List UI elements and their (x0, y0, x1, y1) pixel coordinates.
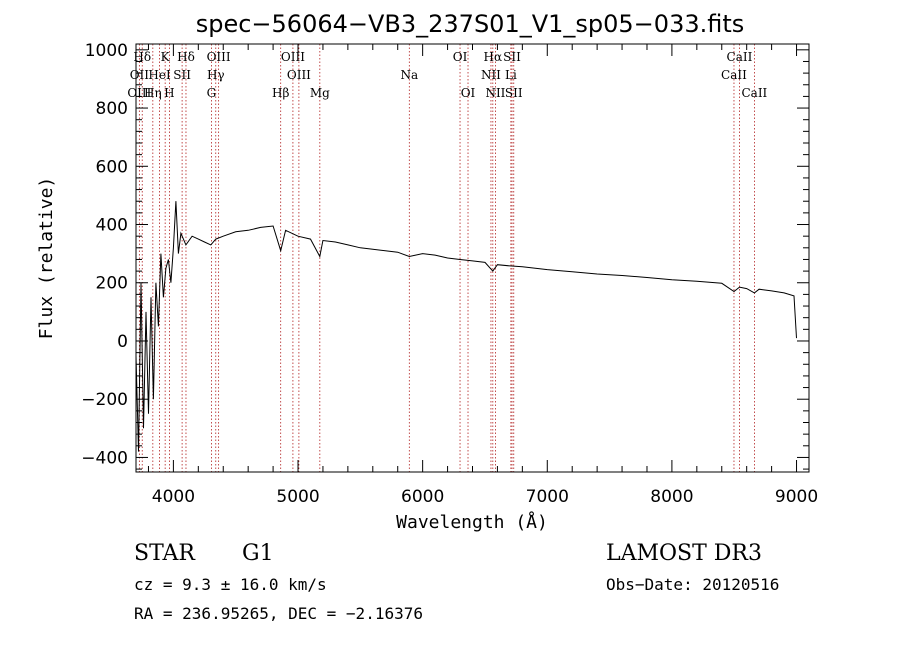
spectral-line-label: NII (481, 68, 501, 82)
survey-name: LAMOST DR3 (606, 541, 762, 566)
y-tick-label: 0 (117, 332, 128, 352)
spectral-line-label: NII (485, 86, 505, 100)
x-tick-label: 5000 (276, 487, 319, 507)
x-tick-label: 9000 (775, 487, 818, 507)
spectral-line-label: Na (400, 68, 418, 82)
x-axis-label: Wavelength (Å) (396, 511, 548, 533)
y-axis-label: Flux (relative) (36, 177, 57, 340)
spectral-line-label: Hα (484, 50, 503, 64)
spectral-line-label: HeI (148, 68, 171, 82)
coordinates: RA = 236.95265, DEC = −2.16376 (134, 604, 423, 623)
chart-title: spec−56064−VB3_237S01_V1_sp05−033.fits (196, 10, 745, 38)
spectral-line-label: OIII (127, 86, 151, 100)
spectral-line-label: OII (130, 68, 150, 82)
spectral-line-label: K (161, 50, 171, 64)
y-tick-label: 600 (96, 157, 128, 177)
spectral-line-label: SII (173, 68, 191, 82)
y-tick-label: 1000 (85, 41, 128, 61)
y-tick-label: 200 (96, 274, 128, 294)
y-tick-label: 800 (96, 99, 128, 119)
spectral-line-label: Hδ (177, 50, 195, 64)
spectral-line-label: CaII (727, 50, 753, 64)
spectral-line-label: H (164, 86, 174, 100)
spectral-line-label: Hη (144, 86, 162, 100)
spectral-line-label: Hβ (272, 86, 289, 100)
spectral-line-label: G (207, 86, 217, 100)
spectral-line-label: CaII (741, 86, 767, 100)
spectral-line-label: Li (505, 68, 517, 82)
x-tick-label: 4000 (152, 487, 195, 507)
y-axis-ticks: −400 −200 0 200 400 600 800 1000 (81, 41, 809, 470)
spectral-line-label: OI (461, 86, 476, 100)
redshift-velocity: cz = 9.3 ± 16.0 km/s (134, 575, 327, 594)
plot-frame (135, 43, 810, 473)
x-tick-label: 8000 (650, 487, 693, 507)
spectral-line-label: SII (505, 86, 523, 100)
x-tick-label: 7000 (526, 487, 569, 507)
spectral-line-label: CaII (721, 68, 747, 82)
y-tick-label: −400 (81, 448, 128, 468)
spectral-marker-lines (138, 44, 755, 472)
spectral-line-label: OIII (281, 50, 305, 64)
spectral-line-label: Hδ (133, 50, 151, 64)
object-class: STAR (134, 541, 196, 566)
y-tick-label: −200 (81, 390, 128, 410)
x-axis-ticks: 4000 5000 6000 7000 8000 9000 (147, 44, 818, 507)
observation-date: Obs−Date: 20120516 (606, 575, 779, 594)
spectral-line-label: OIII (207, 50, 231, 64)
spectral-line-label: Mg (310, 86, 330, 100)
object-subclass: G1 (242, 541, 274, 566)
y-tick-label: 400 (96, 216, 128, 236)
spectral-line-label: SII (503, 50, 521, 64)
spectral-line-label: OI (453, 50, 468, 64)
spectrum-line (135, 201, 797, 452)
spectral-line-label: Hγ (207, 68, 225, 82)
x-tick-label: 6000 (401, 487, 444, 507)
spectral-line-label: OIII (287, 68, 311, 82)
